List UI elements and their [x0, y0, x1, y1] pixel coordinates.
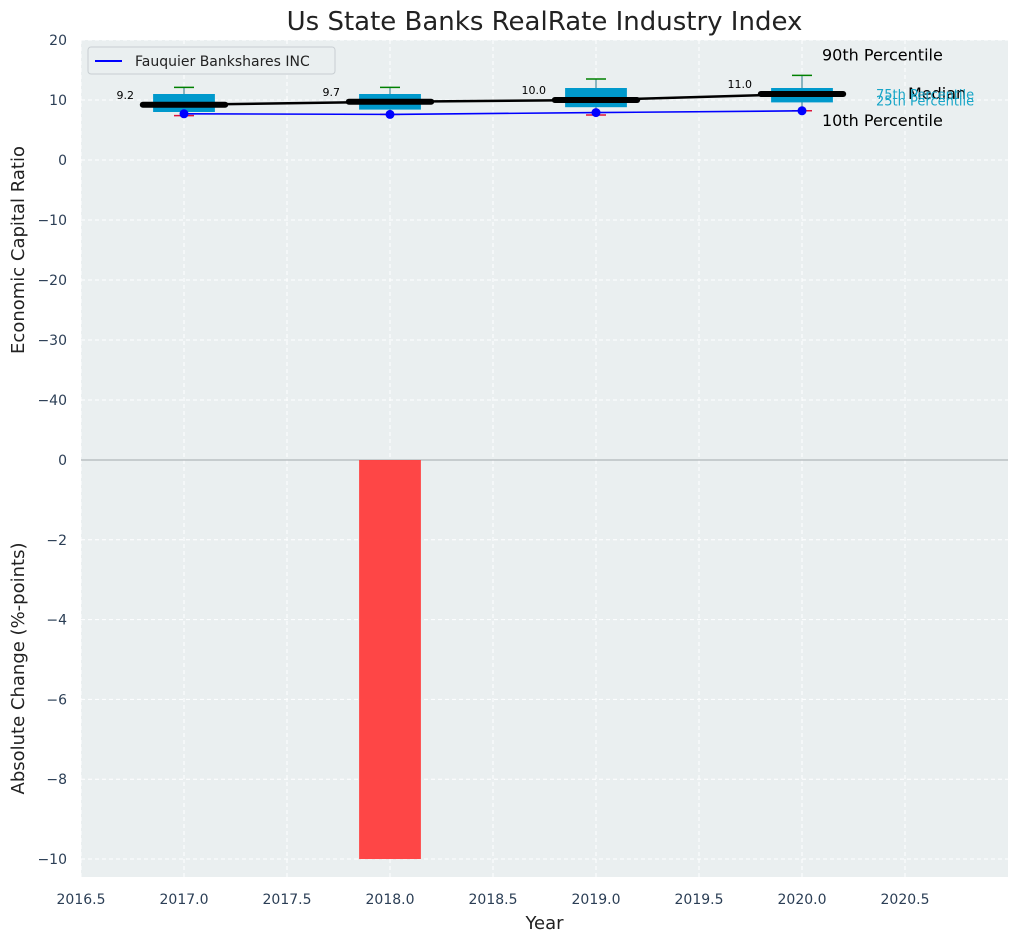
- top-y-tick-label: 20: [49, 33, 67, 49]
- top-y-tick-label: −20: [37, 273, 67, 289]
- top-y-tick-label: −40: [37, 393, 67, 409]
- plot-area: 20 10 0 −10 −20 −30 −40 0 −2 −4 −6 −8 −10 2016.5 2017.…: [37, 33, 1008, 908]
- x-tick-label: 2020.0: [778, 892, 827, 908]
- bottom-y-tick-label: 0: [58, 453, 67, 469]
- top-y-tick-label: −10: [37, 213, 67, 229]
- top-panel-background: [81, 40, 1008, 460]
- x-axis-title: Year: [524, 913, 564, 934]
- top-y-tick-label: 0: [58, 153, 67, 169]
- top-y-tick-label: 10: [49, 93, 67, 109]
- x-tick-label: 2017.0: [160, 892, 209, 908]
- p75-label: 75th Percentile: [876, 88, 974, 103]
- top-y-axis-title: Economic Capital Ratio: [8, 146, 29, 354]
- p90-label: 90th Percentile: [822, 45, 943, 64]
- chart-title: Us State Banks RealRate Industry Index: [287, 7, 803, 37]
- median-value-label: 10.0: [522, 84, 547, 97]
- bottom-y-tick-label: −2: [46, 533, 67, 549]
- change-bar: [359, 460, 421, 860]
- median-annotation-label: Median: [908, 84, 966, 103]
- median-trend-line: [183, 92, 803, 107]
- p25-label: 25th Percentile: [876, 94, 974, 109]
- bottom-y-axis-title: Absolute Change (%-points): [8, 543, 29, 795]
- median-value-label: 11.0: [728, 78, 753, 91]
- bottom-y-tick-label: −4: [46, 613, 67, 629]
- bottom-y-tick-label: −6: [46, 692, 67, 708]
- bottom-panel-background: [81, 460, 1008, 877]
- company-point: [591, 108, 601, 118]
- x-tick-label: 2016.5: [57, 892, 106, 908]
- x-tick-label: 2017.5: [263, 892, 312, 908]
- legend-box: [87, 46, 336, 75]
- x-tick-label: 2019.5: [675, 892, 724, 908]
- p10-label: 10th Percentile: [822, 111, 943, 130]
- top-y-tick-label: −30: [37, 333, 67, 349]
- legend-entry-label: Fauquier Bankshares INC: [135, 54, 310, 70]
- bottom-y-tick-label: −8: [46, 772, 67, 788]
- median-value-label: 9.7: [323, 86, 341, 99]
- company-point: [179, 109, 189, 119]
- x-tick-label: 2020.5: [881, 892, 930, 908]
- x-tick-label: 2019.0: [572, 892, 621, 908]
- company-point: [797, 106, 807, 116]
- bottom-y-tick-label: −10: [37, 852, 67, 868]
- company-point: [385, 109, 395, 119]
- x-tick-label: 2018.0: [366, 892, 415, 908]
- company-line: [183, 110, 803, 116]
- median-value-label: 9.2: [117, 89, 135, 102]
- x-tick-label: 2018.5: [469, 892, 518, 908]
